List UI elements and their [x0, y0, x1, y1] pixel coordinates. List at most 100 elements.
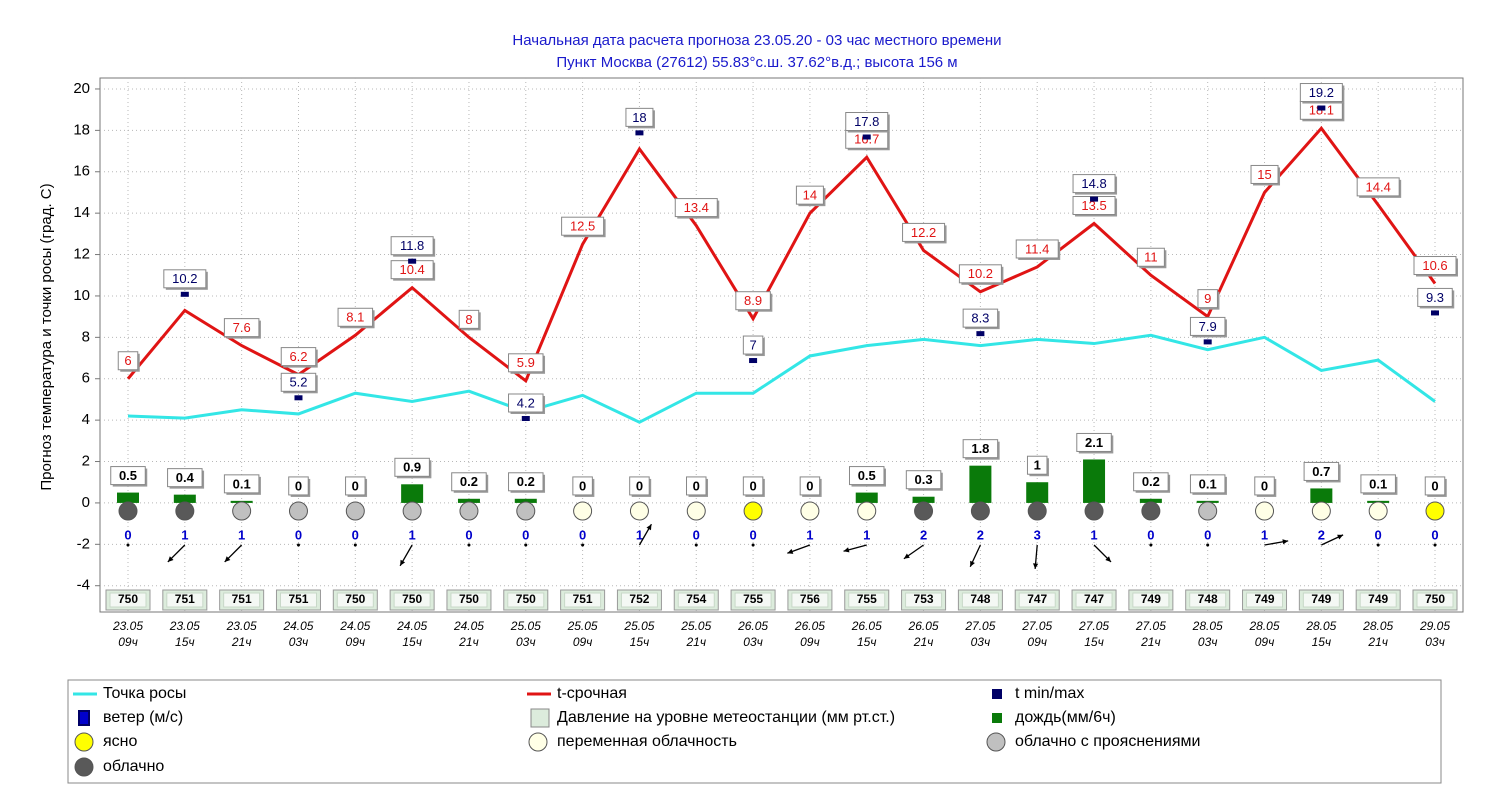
- y-axis-label: Прогноз температура и точки росы (град. …: [38, 183, 55, 490]
- wind-calm: [467, 543, 471, 547]
- pressure-label: 756: [800, 592, 820, 606]
- rain-bar: [117, 492, 139, 503]
- rain-label: 0: [693, 478, 700, 493]
- tminmax-marker: [862, 134, 871, 140]
- legend-label: t-срочная: [557, 685, 627, 702]
- wind-calm: [296, 543, 300, 547]
- x-tick-label: 03ч: [1198, 635, 1218, 649]
- label-box: [1250, 164, 1279, 184]
- x-tick-label: 15ч: [1312, 635, 1332, 649]
- x-tick-label: 03ч: [1425, 635, 1445, 649]
- label-box: [223, 474, 260, 494]
- legend-label: ветер (м/с): [103, 709, 183, 726]
- label-box: [390, 236, 434, 256]
- wind-calm: [524, 543, 528, 547]
- rain-bar: [457, 498, 480, 503]
- tminmax-label: 7: [749, 337, 756, 352]
- label-box: [625, 107, 654, 127]
- legend-marker: [530, 708, 550, 728]
- rain-label: 0.5: [858, 468, 876, 483]
- label-box: [117, 351, 139, 371]
- rain-bar: [514, 498, 537, 503]
- value-label: 15: [1257, 167, 1271, 182]
- x-tick-label: 09ч: [1255, 635, 1275, 649]
- pressure-label: 755: [857, 592, 877, 606]
- value-label: 6: [124, 353, 131, 368]
- value-label: 13.5: [1081, 198, 1106, 213]
- x-tick-label: 15ч: [1084, 635, 1104, 649]
- legend-marker: [74, 757, 94, 777]
- value-label: 12.5: [570, 219, 595, 234]
- pressure-label: 750: [402, 592, 422, 606]
- rain-label: 0: [806, 478, 813, 493]
- pressure-label: 749: [1255, 592, 1275, 606]
- tminmax-marker: [635, 130, 644, 136]
- value-label: 8.1: [346, 310, 364, 325]
- wind-speed: 3: [1034, 527, 1041, 542]
- label-box: [1254, 476, 1275, 496]
- tminmax-marker: [749, 358, 758, 364]
- tminmax-label: 11.8: [400, 238, 424, 253]
- wind-speed: 0: [1147, 527, 1154, 542]
- value-label: 11: [1144, 250, 1158, 265]
- pressure-inner: [1189, 592, 1227, 608]
- rain-label: 0.1: [1199, 476, 1217, 491]
- rain-label: 0.1: [233, 476, 251, 491]
- cloud-icon: [1027, 501, 1047, 521]
- label-box: [1424, 476, 1446, 496]
- value-label: 10.6: [1422, 258, 1447, 273]
- label-box: [958, 264, 1002, 284]
- x-tick-label: 03ч: [743, 635, 763, 649]
- value-label: 8.9: [744, 293, 762, 308]
- pressure-inner: [507, 592, 545, 608]
- wind-arrow-head: [1032, 563, 1039, 569]
- pressure-label: 750: [345, 592, 365, 606]
- series-line: [127, 333, 1436, 424]
- pressure-label: 748: [1198, 592, 1218, 606]
- legend-marker: [992, 689, 1002, 699]
- cloud-icon: [686, 501, 706, 521]
- x-tick-label: 21ч: [1367, 635, 1388, 649]
- label-box: [508, 353, 544, 373]
- label-box: [1136, 247, 1165, 267]
- x-tick-label: 28.05: [1362, 619, 1393, 633]
- legend-label: облачно с прояснениями: [1015, 733, 1200, 750]
- chart-title: Начальная дата расчета прогноза 23.05.20…: [512, 32, 1001, 49]
- pressure-label: 752: [629, 592, 649, 606]
- rain-bar: [173, 494, 196, 503]
- x-tick-label: 28.05: [1305, 619, 1336, 633]
- pressure-inner: [166, 592, 204, 608]
- rain-bar: [912, 496, 935, 503]
- pressure-inner: [1075, 592, 1113, 608]
- label-box: [1197, 289, 1218, 309]
- x-tick-label: 03ч: [971, 635, 991, 649]
- value-label: 10.2: [968, 266, 993, 281]
- wind-speed: 1: [863, 527, 870, 542]
- label-box: [1413, 256, 1457, 276]
- wind-speed: 1: [636, 527, 643, 542]
- x-tick-label: 25.05: [623, 619, 654, 633]
- rain-bar: [1026, 482, 1049, 503]
- wind-speed: 1: [238, 527, 245, 542]
- tminmax-marker: [521, 415, 530, 421]
- cloud-icon: [288, 501, 308, 521]
- wind-arrow-head: [843, 547, 850, 553]
- tminmax-marker: [294, 395, 303, 401]
- x-tick-label: 26.05: [794, 619, 825, 633]
- cloud-icon: [118, 501, 138, 521]
- tminmax-label: 19.2: [1309, 85, 1334, 100]
- label-box: [742, 335, 764, 355]
- value-label: 12.2: [911, 225, 936, 240]
- cloud-icon: [459, 501, 479, 521]
- cloud-icon: [232, 501, 252, 521]
- x-tick-label: 15ч: [857, 635, 877, 649]
- rain-label: 0: [352, 478, 359, 493]
- rain-label: 0: [636, 478, 643, 493]
- x-tick-label: 28.05: [1192, 619, 1223, 633]
- tminmax-marker: [1317, 105, 1326, 111]
- pressure-inner: [279, 592, 317, 608]
- label-box: [280, 372, 317, 392]
- label-box: [629, 476, 650, 496]
- value-label: 8: [465, 312, 472, 327]
- cloud-icon: [970, 501, 990, 521]
